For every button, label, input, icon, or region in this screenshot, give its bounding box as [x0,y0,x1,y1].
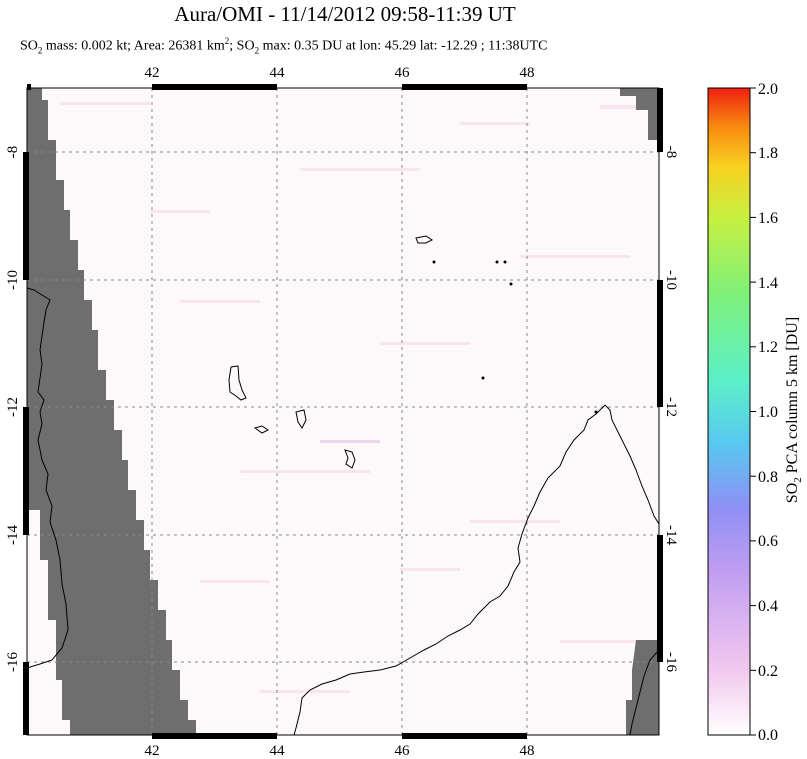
aldabra-atoll [415,235,433,244]
colorbar-tick-2-0: 2.0 [758,81,778,98]
no-data-gap [27,510,70,735]
colorbar-tick-1-0: 1.0 [758,404,778,421]
colorbar-tick-0-6: 0.6 [758,533,778,550]
lat-label-right-16: -16 [663,652,679,672]
lon-label-top-46: 46 [395,65,411,81]
moheli-island [253,425,269,434]
colorbar-tick-0-8: 0.8 [758,469,778,486]
colorbar-tick-1-2: 1.2 [758,339,778,356]
frame-scale-bars [23,84,663,739]
colorbar-label: SO2 PCA column 5 km [DU] [784,317,804,503]
colorbar-tick-1-4: 1.4 [758,275,778,292]
map-subtitle: SO2 mass: 0.002 kt; Area: 26381 km2; SO2… [20,36,548,56]
map-title: Aura/OMI - 11/14/2012 09:58-11:39 UT [174,2,516,26]
coastlines [27,235,659,735]
lon-label-top-48: 48 [520,65,535,81]
grande-comore-island [228,365,247,401]
no-data-swath-left [27,88,196,735]
anjouan-island [295,409,307,429]
colorbar-tick-0-2: 0.2 [758,663,778,680]
graticule [27,88,659,735]
lat-label-right-12: -12 [663,397,679,417]
lat-label-left-14: -14 [5,525,21,545]
lat-label-left-8: -8 [5,146,21,159]
colorbar-ticks [750,87,756,736]
no-data-swath-bottom-right [626,640,659,735]
lat-label-left-12: -12 [5,397,21,417]
so2-streaks [60,102,640,693]
lat-label-right-8: -8 [663,146,679,159]
colorbar [707,87,751,736]
madagascar-coastline [604,404,659,525]
lat-label-left-10: -10 [5,270,21,290]
africa-coastline [27,287,69,669]
lat-label-right-14: -14 [663,525,679,545]
mayotte-island [344,449,356,469]
lat-label-left-16: -16 [5,652,21,672]
madagascar-west-coast [293,404,606,735]
colorbar-tick-0-0: 0.0 [758,727,778,744]
lon-label-bottom-42: 42 [145,743,160,759]
colorbar-tick-1-6: 1.6 [758,210,778,227]
lon-label-bottom-44: 44 [270,743,286,759]
colorbar-tick-0-4: 0.4 [758,598,778,615]
lon-label-bottom-46: 46 [395,743,411,759]
lon-label-top-42: 42 [145,65,160,81]
madagascar-south-coast [629,649,659,735]
colorbar-tick-1-8: 1.8 [758,145,778,162]
no-data-swath-right [620,88,659,140]
lon-label-top-44: 44 [270,65,286,81]
lat-label-right-10: -10 [663,270,679,290]
lon-label-bottom-48: 48 [520,743,535,759]
